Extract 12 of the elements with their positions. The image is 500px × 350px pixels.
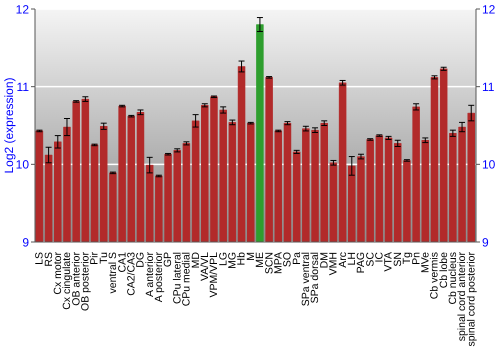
x-tick-label: MVe (419, 252, 432, 274)
y-axis-title: Log2 (expression) (2, 77, 16, 174)
y-tick-label: 10 (16, 158, 30, 172)
y-tick-label: 9 (22, 235, 30, 250)
y-tick-label: 12 (16, 2, 30, 16)
y2-tick-label: 12 (482, 2, 496, 16)
x-tick-label: Cb lobe (438, 252, 450, 288)
y2-tick-label: 11 (482, 80, 495, 94)
y2-tick-label: 10 (482, 158, 496, 172)
x-tick-label: Tg (401, 252, 414, 264)
y-tick-label: 11 (16, 80, 30, 94)
y2-tick-label: 9 (482, 235, 489, 250)
